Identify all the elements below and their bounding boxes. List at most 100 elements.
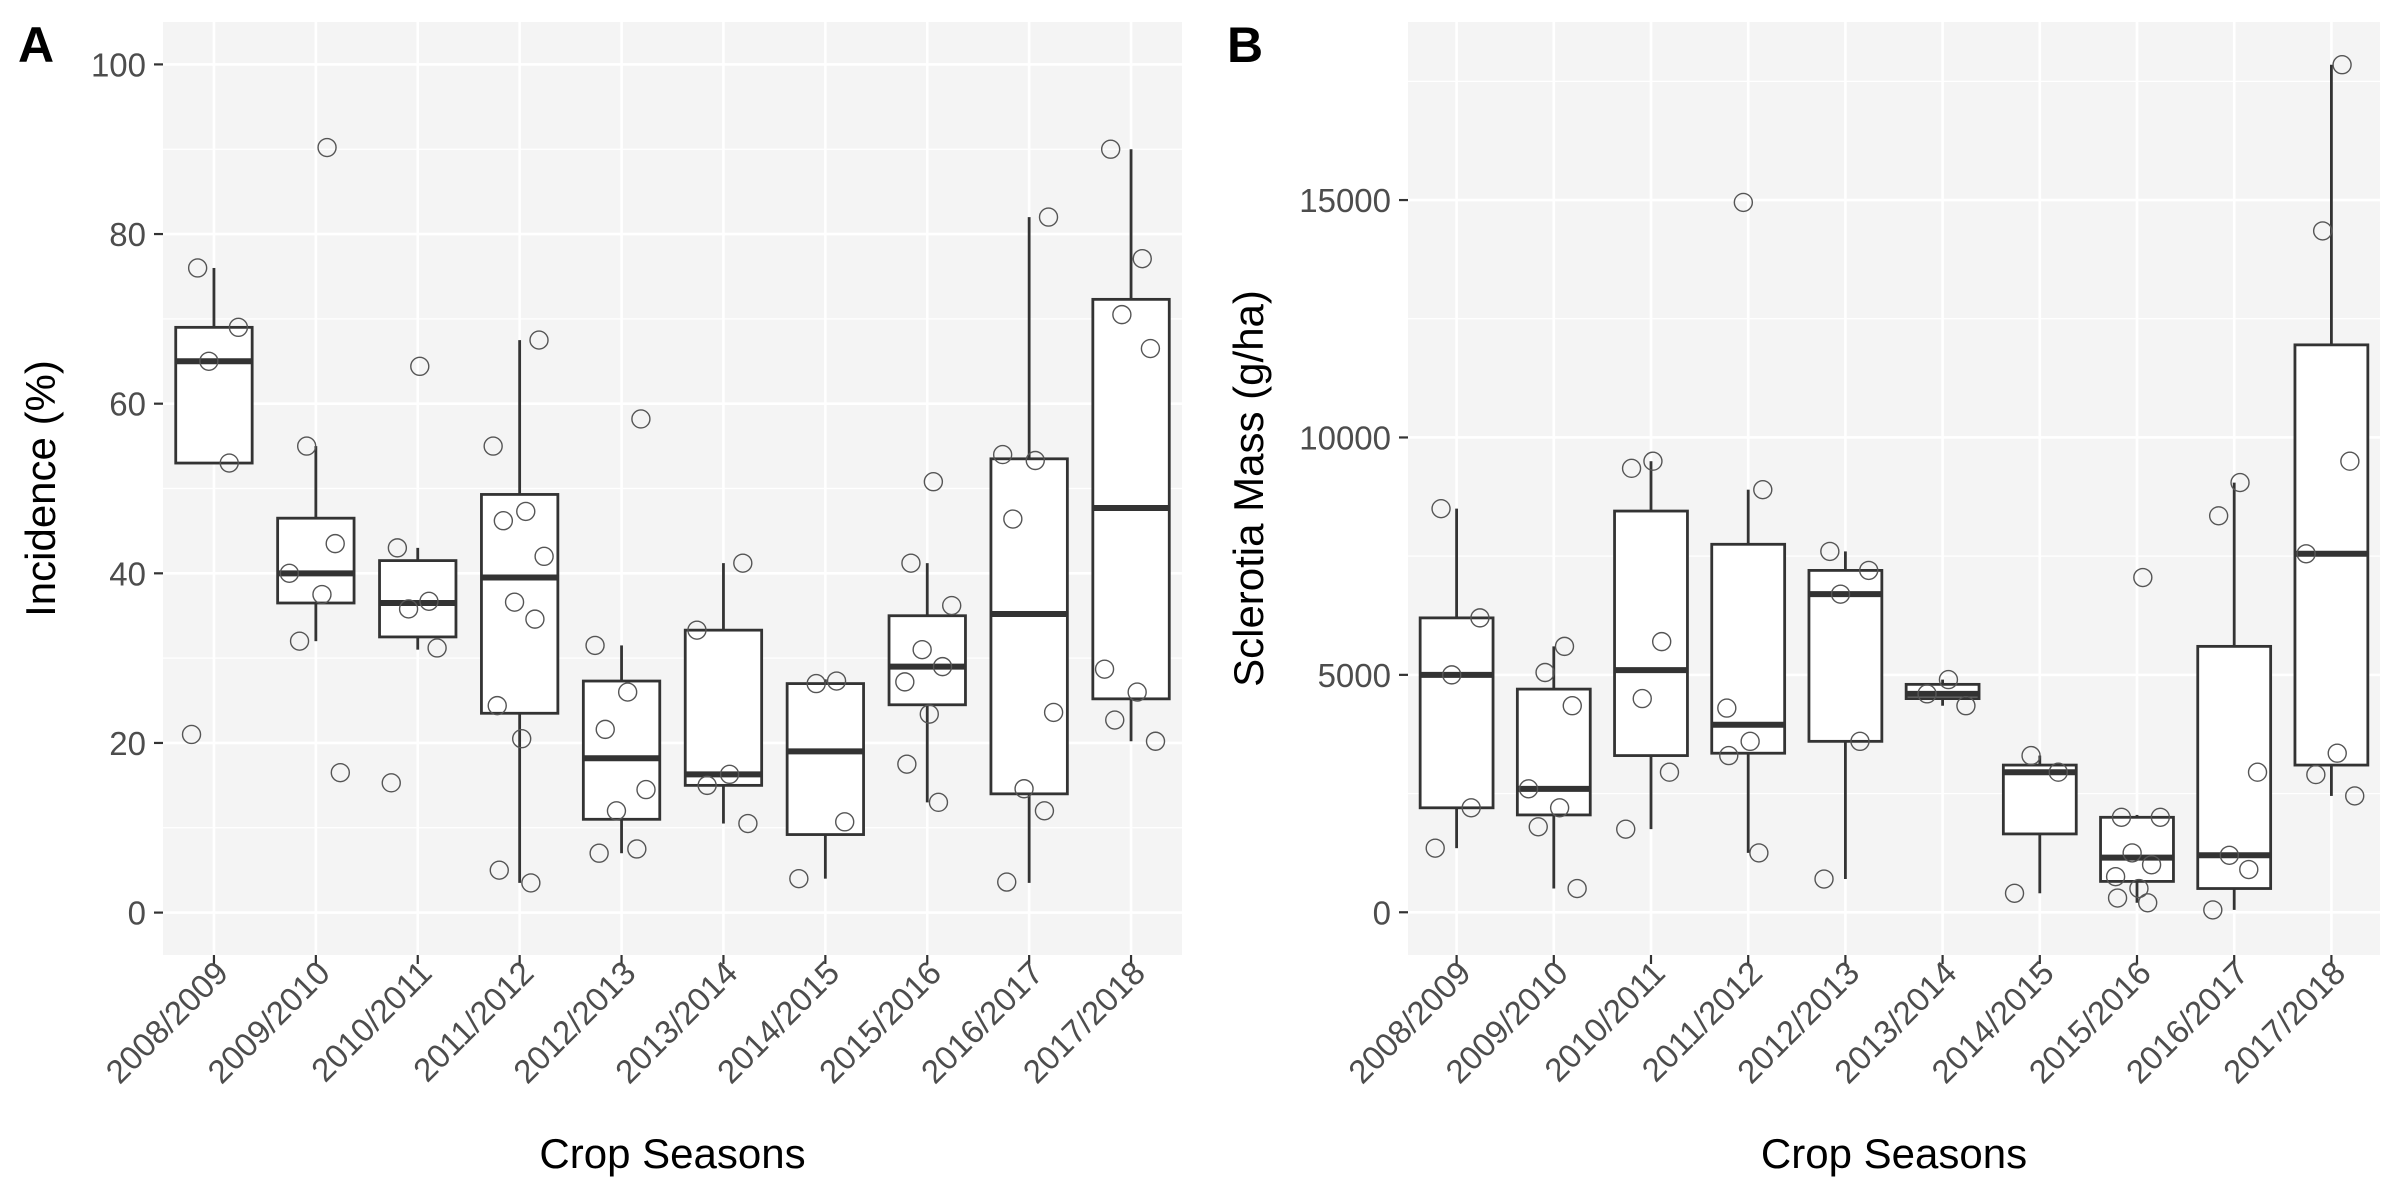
data-point: [912, 639, 932, 660]
data-point: [1528, 817, 1548, 837]
data-point: [1003, 509, 1023, 529]
data-point: [589, 843, 609, 863]
y-tick-label: 40: [109, 555, 146, 592]
data-point: [325, 533, 345, 554]
data-point: [219, 453, 239, 473]
y-tick-label: 5000: [1318, 657, 1391, 694]
box-iqr: [2099, 815, 2175, 883]
data-point: [312, 584, 332, 605]
panel-b-sclerotia-mass: 0500010000150002008/20092009/20102010/20…: [1225, 17, 2380, 1177]
data-point: [806, 673, 826, 694]
data-point: [826, 671, 847, 691]
data-point: [504, 592, 525, 612]
data-point: [2111, 807, 2132, 828]
data-point: [289, 631, 310, 651]
data-point: [2332, 55, 2352, 75]
data-point: [2133, 567, 2153, 588]
data-point: [1740, 731, 1760, 752]
data-point: [1431, 498, 1451, 519]
data-point: [2004, 883, 2025, 903]
data-point: [1643, 451, 1663, 471]
box-iqr: [2196, 644, 2273, 890]
data-point: [1567, 878, 1587, 899]
data-point: [1621, 458, 1642, 479]
panel-label: B: [1227, 17, 1263, 73]
data-point: [529, 330, 549, 350]
box-iqr: [2001, 763, 2078, 836]
data-point: [932, 656, 953, 677]
data-point: [1535, 662, 1555, 683]
data-point: [487, 695, 507, 716]
data-point: [1549, 798, 1570, 818]
panel-label: A: [18, 17, 54, 73]
box-iqr: [1613, 509, 1689, 757]
data-point: [1616, 819, 1636, 839]
data-point: [427, 638, 447, 658]
data-point: [1859, 560, 1879, 581]
data-point: [1632, 688, 1652, 709]
data-point: [1470, 608, 1490, 628]
data-point: [2105, 866, 2126, 887]
data-point: [631, 409, 651, 429]
data-point: [1140, 338, 1161, 359]
data-point: [895, 672, 915, 692]
box-iqr: [887, 614, 967, 707]
data-point: [901, 553, 921, 573]
data-point: [381, 773, 401, 793]
data-point: [516, 501, 536, 522]
y-tick-label: 10000: [1299, 419, 1391, 456]
data-point: [2203, 900, 2223, 920]
data-point: [1100, 139, 1121, 159]
data-point: [2137, 893, 2158, 913]
box-iqr: [1418, 616, 1495, 810]
y-axis-title: Sclerotia Mass (g/ha): [1225, 290, 1272, 687]
data-point: [1830, 584, 1851, 604]
data-point: [585, 635, 605, 656]
data-point: [606, 801, 627, 821]
data-point: [2296, 544, 2316, 564]
data-point: [387, 538, 408, 558]
data-point: [835, 812, 855, 832]
data-point: [279, 563, 300, 584]
data-point: [2327, 743, 2347, 763]
y-tick-label: 80: [109, 216, 146, 253]
data-point: [595, 719, 615, 740]
data-point: [2306, 764, 2326, 785]
data-point: [2219, 845, 2240, 865]
data-point: [398, 599, 419, 619]
data-point: [317, 137, 337, 158]
data-point: [897, 754, 917, 774]
data-point: [483, 436, 503, 456]
data-point: [1094, 659, 1115, 679]
data-point: [521, 873, 541, 893]
y-tick-label: 15000: [1299, 182, 1391, 219]
data-point: [2208, 506, 2229, 526]
box-iqr: [683, 628, 764, 787]
y-tick-label: 0: [128, 895, 146, 932]
data-point: [1659, 762, 1680, 782]
data-point: [1014, 779, 1034, 799]
data-point: [2122, 843, 2142, 863]
data-point: [1105, 710, 1125, 730]
data-point: [2021, 745, 2041, 766]
data-point: [1518, 779, 1539, 799]
box-iqr: [1515, 687, 1592, 817]
data-point: [1127, 682, 1147, 702]
data-point: [738, 813, 758, 834]
box-iqr: [785, 682, 865, 836]
data-point: [697, 775, 717, 796]
data-point: [2247, 762, 2268, 782]
data-point: [1717, 698, 1737, 718]
box-iqr: [174, 325, 254, 465]
data-point: [1038, 207, 1059, 227]
box-iqr: [378, 559, 458, 639]
data-point: [719, 764, 740, 785]
box-iqr: [581, 679, 662, 821]
x-axis-title: Crop Seasons: [1761, 1130, 2027, 1177]
data-point: [789, 868, 809, 889]
data-point: [733, 553, 753, 573]
data-point: [636, 779, 656, 800]
data-point: [1820, 541, 1840, 562]
data-point: [2129, 878, 2149, 899]
